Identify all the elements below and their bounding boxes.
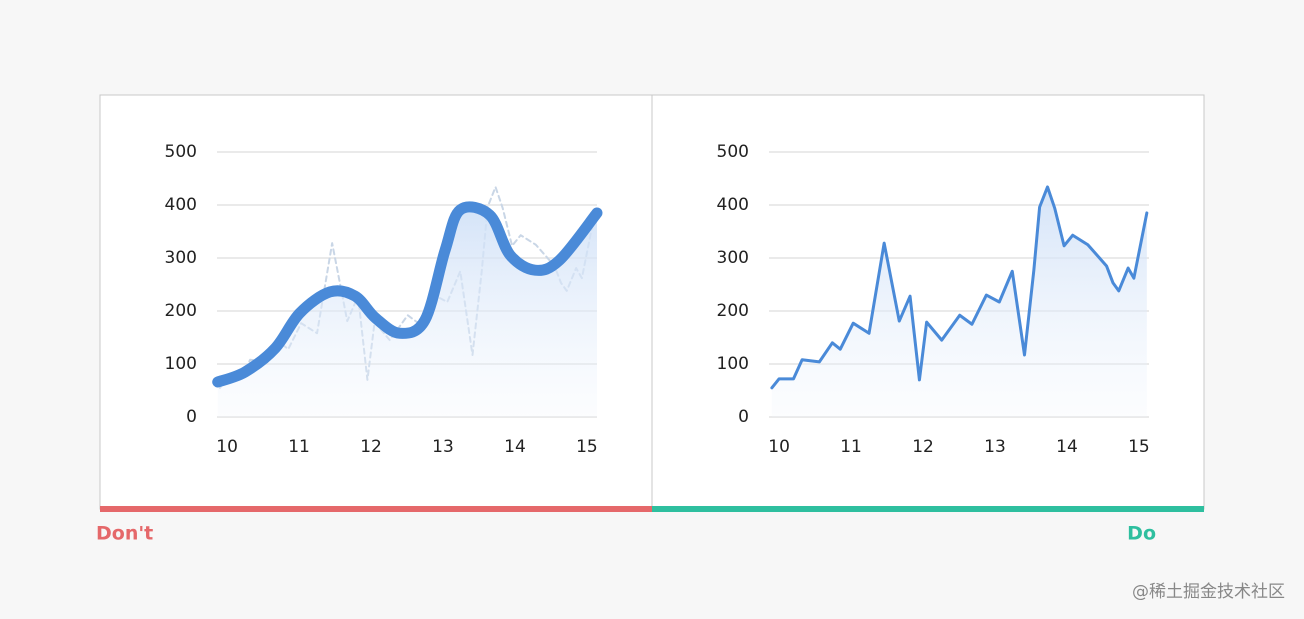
x-tick-label: 11: [288, 437, 310, 457]
x-tick-label: 13: [984, 437, 1006, 457]
line: [212, 201, 603, 388]
x-tick-label: 10: [216, 437, 238, 457]
x-tick-label: 12: [360, 437, 382, 457]
x-tick-label: 14: [504, 437, 526, 457]
y-tick-label: 500: [165, 142, 197, 162]
x-tick-label: 15: [1128, 437, 1150, 457]
y-tick-label: 200: [165, 301, 197, 321]
y-tick-label: 300: [717, 248, 749, 268]
y-tick-label: 100: [165, 354, 197, 374]
x-tick-label: 10: [768, 437, 790, 457]
y-tick-label: 400: [165, 195, 197, 215]
x-tick-label: 13: [432, 437, 454, 457]
verdict-bar: [652, 506, 1204, 512]
line: [770, 185, 1149, 390]
area: [217, 206, 597, 417]
x-tick-label: 15: [576, 437, 598, 457]
y-tick-label: 0: [738, 407, 749, 427]
verdict-label: Do: [1127, 523, 1156, 545]
verdict-bar: [100, 506, 652, 512]
y-tick-label: 100: [717, 354, 749, 374]
verdict-label: Don't: [96, 523, 153, 545]
y-tick-label: 400: [717, 195, 749, 215]
y-tick-label: 200: [717, 301, 749, 321]
x-tick-label: 11: [840, 437, 862, 457]
x-tick-label: 12: [912, 437, 934, 457]
y-tick-label: 500: [717, 142, 749, 162]
area: [771, 186, 1147, 417]
x-tick-label: 14: [1056, 437, 1078, 457]
watermark: @稀土掘金技术社区: [1132, 582, 1285, 602]
y-tick-label: 300: [165, 248, 197, 268]
y-tick-label: 0: [186, 407, 197, 427]
